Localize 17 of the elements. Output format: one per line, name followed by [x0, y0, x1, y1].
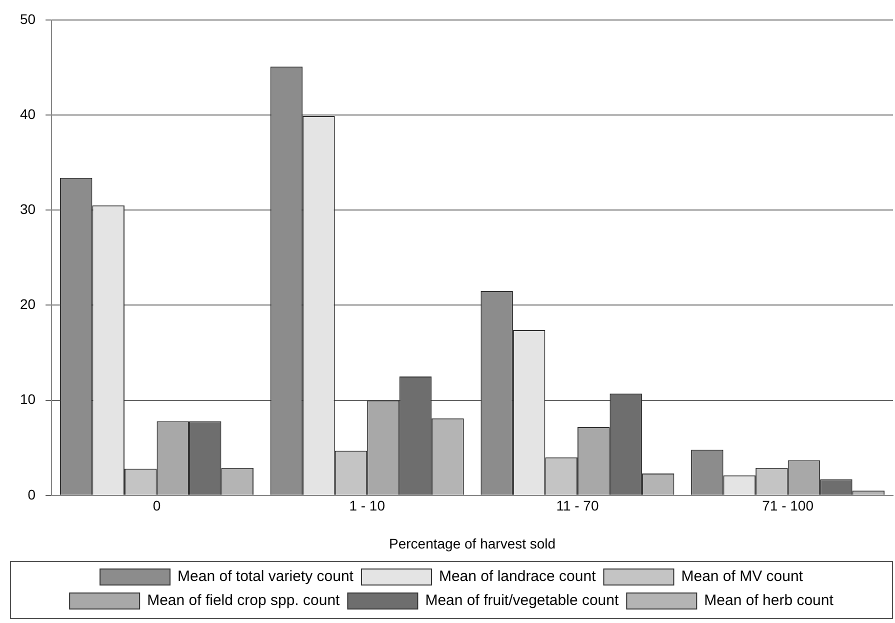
y-tick-label: 50: [20, 10, 36, 27]
legend-label: Mean of herb count: [704, 592, 834, 610]
y-tick-label: 20: [20, 296, 36, 312]
legend-label: Mean of MV count: [681, 568, 804, 586]
legend-label: Mean of total variety count: [178, 568, 354, 586]
x-tick-label: 1 - 10: [349, 498, 386, 514]
x-axis-title: Percentage of harvest sold: [389, 535, 556, 552]
x-tick-label: 0: [152, 498, 161, 514]
y-tick-label: 10: [20, 391, 36, 408]
y-tick-label: 40: [20, 106, 36, 122]
x-tick-label: 71 - 100: [762, 498, 814, 514]
legend-label: Mean of fruit/vegetable count: [425, 592, 620, 610]
y-tick-label: 30: [20, 201, 36, 218]
y-tick-label: 0: [28, 486, 36, 502]
legend-label: Mean of field crop spp. count: [147, 592, 341, 610]
legend-label: Mean of landrace count: [438, 568, 597, 586]
x-tick-label: 11 - 70: [556, 498, 599, 514]
